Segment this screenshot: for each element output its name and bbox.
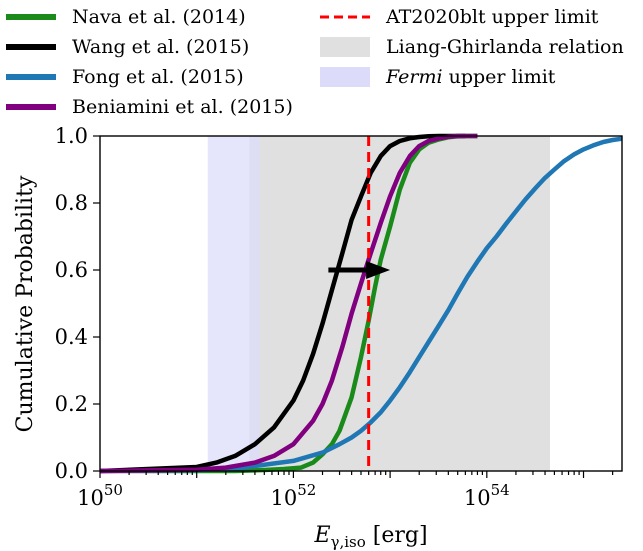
- x-tick-label-base: 10: [464, 486, 491, 510]
- y-tick-label-1: 0.2: [55, 392, 88, 416]
- y-tick-label-3: 0.6: [55, 258, 88, 282]
- y-tick-label-5: 1.0: [55, 124, 88, 148]
- x-tick-label-exponent: 50: [104, 481, 123, 499]
- legend-swatch-fermi: [320, 67, 370, 87]
- shift-arrow: [328, 261, 391, 279]
- x-axis-label-main: E: [313, 523, 330, 548]
- x-axis: 1050 1052 1054: [77, 471, 614, 510]
- x-tick-label-base: 10: [270, 486, 297, 510]
- series-line-2: [99, 136, 623, 474]
- y-axis-label: Cumulative Probability: [13, 175, 38, 432]
- y-tick-label-4: 0.8: [55, 191, 88, 215]
- x-tick-label-base: 10: [77, 486, 104, 510]
- legend-label-2: Fong et al. (2015): [72, 66, 244, 88]
- legend-label-0: Nava et al. (2014): [72, 6, 246, 28]
- legend-label-fermi: Fermi upper limit: [385, 66, 556, 88]
- shaded-region-1: [207, 136, 260, 471]
- y-axis: 0.0 0.2 0.4 0.6 0.8 1.0: [55, 124, 100, 483]
- y-tick-label-2: 0.4: [55, 325, 88, 349]
- x-tick-label-2: 1054: [464, 481, 510, 510]
- x-tick-label-exponent: 52: [297, 481, 316, 499]
- legend-swatch-liang: [320, 37, 370, 57]
- x-axis-label-subscript: γ,iso: [331, 533, 366, 551]
- x-tick-label-exponent: 54: [491, 481, 510, 499]
- x-axis-label: Eγ,iso [erg]: [313, 523, 427, 551]
- x-axis-label-unit: [erg]: [366, 523, 428, 548]
- y-tick-label-0: 0.0: [55, 459, 88, 483]
- x-tick-label-1: 1052: [270, 481, 316, 510]
- legend-label-liang: Liang-Ghirlanda relation: [386, 36, 624, 58]
- legend: Nava et al. (2014) Wang et al. (2015) Fong…: [6, 6, 624, 118]
- legend-label-upper-limit: AT2020blt upper limit: [385, 6, 599, 28]
- legend-label-fermi-italic: Fermi: [385, 66, 443, 88]
- legend-label-3: Beniamini et al. (2015): [72, 96, 293, 118]
- legend-label-fermi-suffix: upper limit: [443, 66, 556, 88]
- plot-area: [99, 133, 623, 474]
- legend-label-1: Wang et al. (2015): [72, 36, 249, 58]
- arrow-head: [366, 261, 391, 279]
- x-tick-label-0: 1050: [77, 481, 123, 510]
- shaded-regions: [207, 136, 550, 471]
